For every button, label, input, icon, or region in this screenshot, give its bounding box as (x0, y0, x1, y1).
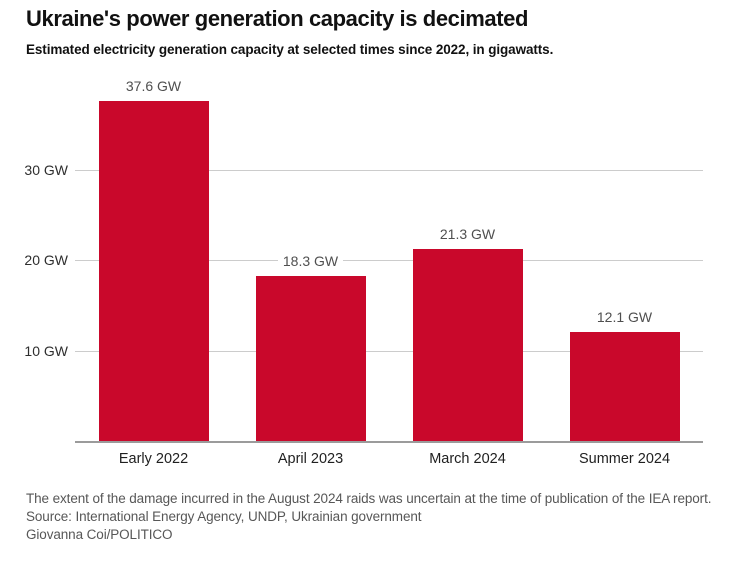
bar-value-text: 12.1 GW (591, 307, 658, 326)
bar-march-2024 (412, 248, 523, 441)
gridline (75, 170, 703, 172)
x-axis-category-label: April 2023 (277, 451, 344, 467)
x-axis-line (75, 441, 703, 443)
x-axis-category-label: March 2024 (429, 451, 506, 467)
bar-value-label: 37.6 GW (94, 77, 214, 96)
bar-summer-2024 (569, 331, 680, 441)
bar-value-label: 18.3 GW (251, 251, 371, 270)
chart-title: Ukraine's power generation capacity is d… (26, 6, 529, 31)
credit-line: Giovanna Coi/POLITICO (26, 527, 173, 542)
bar-chart: 10 GW 20 GW 30 GW 37.6 GW Early 2022 18.3 GW A… (24, 77, 703, 467)
x-axis-category-label: Early 2022 (118, 451, 189, 467)
chart-subtitle: Estimated electricity generation capacit… (26, 42, 554, 57)
bar-april-2023 (255, 275, 366, 441)
source-line: Source: International Energy Agency, UND… (26, 509, 422, 524)
y-axis-tick-label: 10 GW (24, 342, 68, 359)
y-axis-tick-label: 30 GW (24, 162, 68, 179)
x-axis-category-label: Summer 2024 (578, 451, 671, 467)
gridline (75, 260, 703, 262)
chart-footer: The extent of the damage incurred in the… (26, 490, 731, 544)
y-axis-tick-label: 20 GW (24, 252, 68, 269)
bar-value-label: 21.3 GW (408, 224, 528, 243)
bar-value-text: 18.3 GW (277, 251, 344, 270)
footnote: The extent of the damage incurred in the… (26, 491, 712, 506)
bar-early-2022 (98, 101, 209, 441)
bar-value-text: 37.6 GW (120, 77, 187, 96)
gridline (75, 350, 703, 352)
bar-value-text: 21.3 GW (434, 224, 501, 243)
bar-value-label: 12.1 GW (565, 307, 685, 326)
